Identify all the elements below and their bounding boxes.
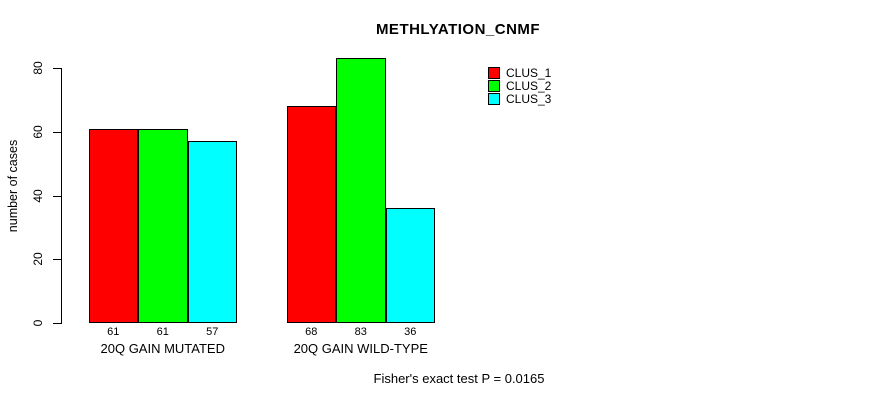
y-axis-tick <box>53 323 61 324</box>
legend-label: CLUS_2 <box>506 78 552 93</box>
legend-label: CLUS_1 <box>506 65 552 80</box>
y-axis-tick <box>53 131 61 133</box>
bar-clus_3-1 <box>187 141 237 323</box>
legend-entry-clus_3: CLUS_3 <box>488 91 552 106</box>
y-axis-tick-label: 20 <box>31 252 45 266</box>
bar-value-label: 36 <box>404 326 417 338</box>
y-axis-tick-label: 0 <box>31 319 45 327</box>
bar-clus_1-1 <box>88 128 138 323</box>
bar-clus_3-2 <box>385 208 435 323</box>
legend-swatch-clus_2 <box>488 79 500 92</box>
bar-clus_2-2 <box>336 58 386 323</box>
footnote-fisher-test: Fisher's exact test P = 0.0165 <box>373 371 545 386</box>
y-axis-tick-label: 60 <box>31 125 45 139</box>
legend-entry-clus_2: CLUS_2 <box>488 78 552 93</box>
legend: CLUS_1 CLUS_2 CLUS_3 <box>488 65 552 106</box>
bar-clus_1-2 <box>286 106 336 323</box>
bar-value-label: 61 <box>156 326 169 338</box>
legend-entry-clus_1: CLUS_1 <box>488 65 552 80</box>
y-axis-line <box>61 68 62 324</box>
y-axis-tick-label: 80 <box>31 61 45 75</box>
bar-clus_2-1 <box>138 128 188 323</box>
y-axis-tick-label: 40 <box>31 188 45 203</box>
legend-swatch-clus_1 <box>488 66 500 79</box>
bar-value-label: 83 <box>354 326 367 338</box>
chart-title: METHLYATION_CNMF <box>375 21 541 38</box>
y-axis-tick <box>53 259 61 261</box>
legend-swatch-clus_3 <box>488 92 500 105</box>
y-axis-label: number of cases <box>6 139 20 233</box>
category-label: 20Q GAIN MUTATED <box>100 341 225 356</box>
bar-value-label: 68 <box>305 326 318 338</box>
y-axis-tick <box>53 68 61 69</box>
category-label: 20Q GAIN WILD-TYPE <box>293 341 428 356</box>
bar-value-label: 61 <box>107 326 120 338</box>
y-axis-tick <box>53 195 61 197</box>
legend-label: CLUS_3 <box>506 91 552 106</box>
bar-value-label: 57 <box>206 326 219 338</box>
